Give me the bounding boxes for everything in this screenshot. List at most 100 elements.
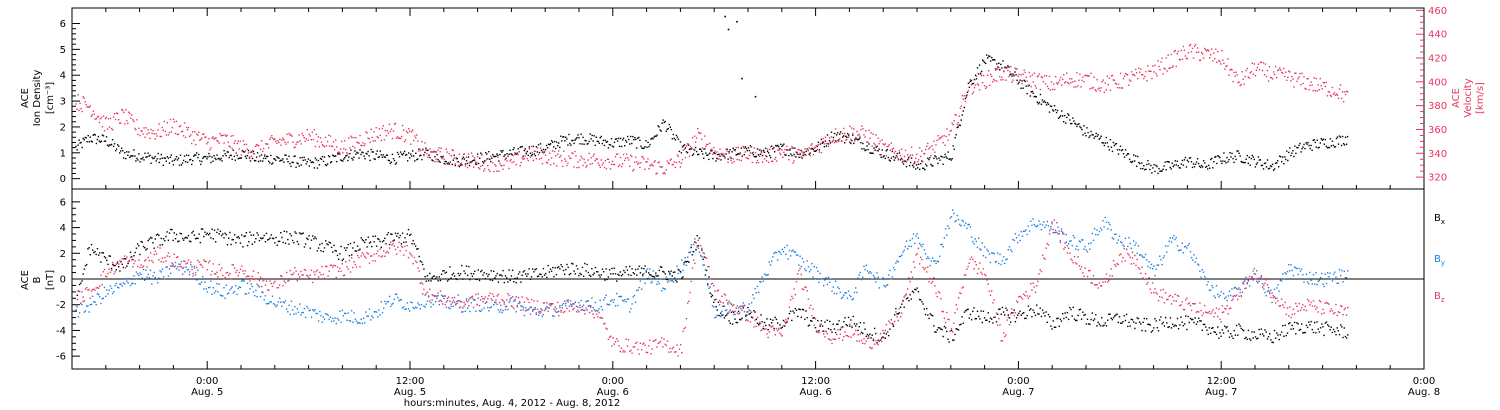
bottom-by-point-968 — [1220, 291, 1222, 293]
bottom-by-point-325 — [459, 301, 462, 303]
bottom-bx-point-308 — [439, 279, 442, 282]
top-series-0-point-1008 — [1097, 134, 1099, 136]
top-series-0-point-1116 — [1207, 168, 1209, 170]
bottom-by-point-806 — [1028, 230, 1031, 232]
bottom-by-point-865 — [1098, 230, 1101, 233]
top-series-0-point-1235 — [1327, 146, 1330, 149]
bottom-bx-point-795 — [1015, 317, 1018, 319]
bottom-bx-point-540 — [714, 299, 716, 301]
top-series-0-point-765 — [851, 139, 853, 142]
bottom-by-point-553 — [729, 302, 731, 304]
top-series-0-point-0 — [75, 145, 77, 148]
top-series-0-point-1099 — [1189, 157, 1192, 159]
top-series-0-point-945 — [1033, 95, 1035, 98]
bottom-by-point-381 — [526, 309, 528, 311]
top-series-0-point-188 — [266, 155, 268, 158]
bottom-by-point-934 — [1180, 249, 1182, 251]
bottom-bx-point-114 — [210, 237, 212, 239]
bottom-bx-point-248 — [368, 242, 371, 244]
top-series-0-point-1254 — [1346, 135, 1349, 138]
bottom-bx-point-927 — [1172, 323, 1174, 325]
top-series-0-point-340 — [420, 154, 422, 156]
bottom-by-point-942 — [1189, 251, 1192, 253]
bottom-by-point-70 — [158, 277, 160, 279]
bottom-bx-point-385 — [530, 276, 533, 278]
bottom-bx-point-204 — [316, 250, 319, 252]
bottom-by-point-510 — [678, 269, 681, 271]
top-series-1-point-679 — [763, 158, 766, 160]
top-series-0-point-1006 — [1095, 132, 1097, 135]
bottom-bz-point-95 — [187, 259, 190, 261]
top-series-0-point-413 — [494, 156, 496, 158]
bottom-by-point-598 — [782, 251, 785, 253]
top-series-1-point-473 — [555, 155, 557, 157]
bottom-bx-point-134 — [233, 234, 236, 236]
bottom-by-point-898 — [1137, 245, 1140, 247]
bottom-bx-point-345 — [483, 272, 485, 274]
bottom-bx-point-517 — [687, 260, 689, 263]
bottom-by-point-403 — [552, 315, 554, 317]
bottom-bx-point-490 — [655, 272, 657, 274]
top-series-0-point-1160 — [1251, 154, 1253, 157]
top-series-1-point-757 — [843, 127, 845, 130]
top-series-1-point-846 — [933, 140, 935, 142]
top-series-0-point-1172 — [1263, 162, 1266, 165]
top-series-1-point-334 — [414, 135, 416, 137]
top-series-0-point-780 — [866, 145, 868, 147]
top-series-1-point-584 — [667, 162, 669, 164]
bottom-bx-point-463 — [623, 269, 625, 272]
top-series-0-point-43 — [119, 152, 121, 154]
bottom-by-point-630 — [820, 278, 823, 280]
bottom-by-point-373 — [516, 306, 518, 308]
top-right-tick-label-0: 320 — [1428, 173, 1447, 184]
top-series-0-point-979 — [1068, 114, 1070, 116]
top-series-1-point-119 — [196, 133, 198, 135]
top-series-1-point-532 — [614, 156, 617, 158]
top-series-1-point-471 — [553, 162, 555, 165]
bottom-bz-point-10 — [87, 289, 89, 291]
top-series-0-point-137 — [214, 157, 216, 159]
bottom-bx-point-829 — [1056, 317, 1058, 320]
top-series-1-point-73 — [149, 137, 151, 140]
bottom-by-point-409 — [559, 304, 561, 307]
bottom-by-point-362 — [503, 303, 505, 305]
top-series-0-point-1114 — [1205, 166, 1207, 168]
top-series-1-point-511 — [593, 153, 595, 155]
top-series-0-point-604 — [687, 144, 690, 146]
top-series-0-point-943 — [1031, 90, 1033, 93]
bottom-bz-point-36 — [118, 263, 120, 265]
bottom-by-point-496 — [662, 287, 664, 289]
top-series-0-point-687 — [772, 148, 774, 150]
bottom-bx-point-585 — [767, 329, 769, 331]
bottom-by-point-227 — [343, 312, 346, 315]
bottom-bx-point-693 — [895, 307, 897, 310]
top-series-1-point-486 — [568, 155, 570, 157]
top-series-0-point-248 — [326, 163, 329, 165]
top-series-1-point-1020 — [1109, 89, 1112, 91]
bottom-bx-point-1035 — [1299, 328, 1302, 331]
bottom-bx-point-537 — [710, 296, 713, 298]
bottom-by-point-162 — [267, 302, 269, 305]
bottom-by-point-892 — [1130, 247, 1132, 249]
top-series-0-point-934 — [1022, 87, 1024, 89]
top-series-1-point-726 — [811, 143, 813, 145]
bottom-bx-point-306 — [437, 280, 439, 282]
top-series-1-point-981 — [1070, 82, 1072, 84]
bottom-by-point-384 — [529, 313, 532, 315]
bottom-by-point-300 — [430, 306, 432, 308]
bottom-by-point-721 — [928, 257, 930, 260]
bottom-bx-point-328 — [463, 270, 465, 272]
bottom-bx-point-830 — [1057, 317, 1059, 319]
bottom-by-point-294 — [423, 305, 425, 307]
bottom-by-point-969 — [1221, 305, 1224, 307]
bottom-by-point-20 — [99, 296, 101, 298]
top-series-0-point-683 — [767, 152, 770, 154]
top-series-0-point-642 — [726, 148, 728, 150]
bottom-by-point-246 — [366, 315, 368, 317]
top-series-1-point-904 — [992, 81, 994, 83]
bottom-by-point-27 — [107, 293, 109, 295]
top-series-1-point-844 — [931, 145, 933, 147]
top-series-1-point-346 — [426, 153, 428, 155]
bottom-by-point-524 — [695, 249, 697, 251]
bottom-bx-point-758 — [972, 310, 974, 313]
